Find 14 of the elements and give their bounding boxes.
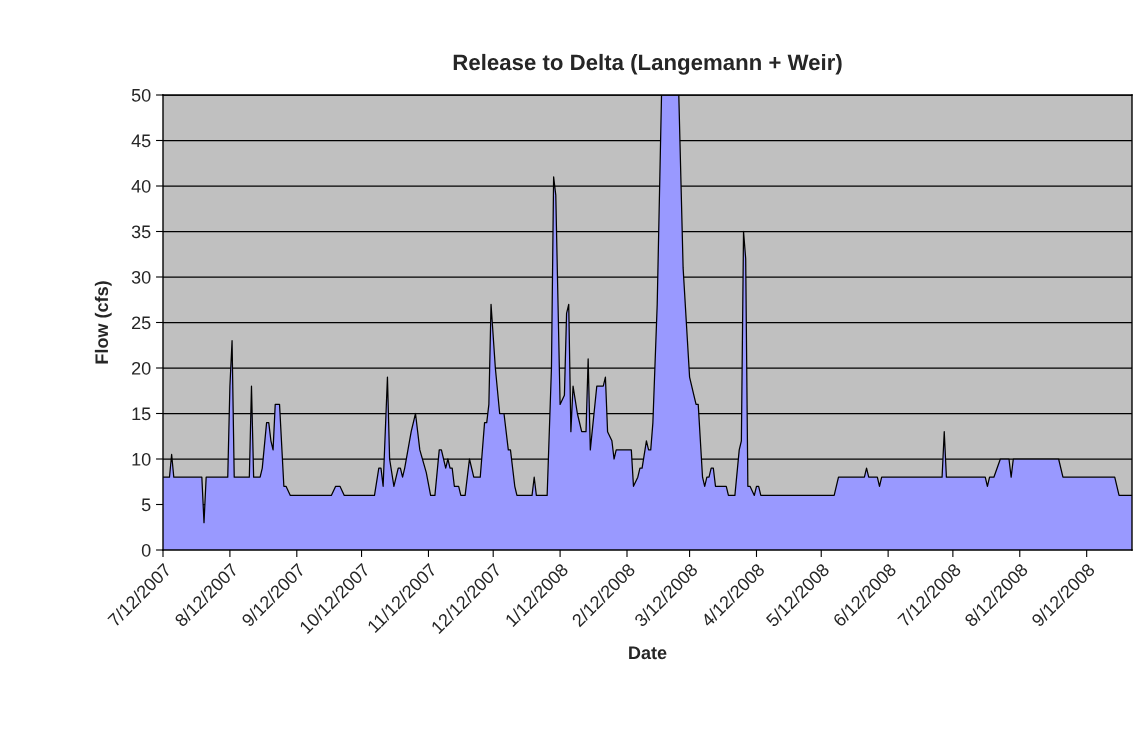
- y-tick-label: 45: [131, 134, 151, 148]
- y-tick-label: 35: [131, 225, 151, 239]
- y-tick-label: 5: [141, 498, 151, 512]
- y-tick-label: 30: [131, 270, 151, 284]
- chart-title: Release to Delta (Langemann + Weir): [453, 53, 842, 75]
- y-tick-label: 25: [132, 316, 151, 330]
- y-tick-label: 10: [132, 452, 151, 466]
- y-tick-label: 0: [141, 543, 151, 557]
- x-axis-title: Date: [629, 646, 667, 660]
- y-tick-label: 40: [131, 179, 151, 193]
- y-tick-label: 50: [131, 88, 151, 102]
- y-axis-title: Flow (cfs): [94, 281, 112, 364]
- y-tick-label: 15: [132, 407, 151, 421]
- y-tick-label: 20: [132, 361, 151, 375]
